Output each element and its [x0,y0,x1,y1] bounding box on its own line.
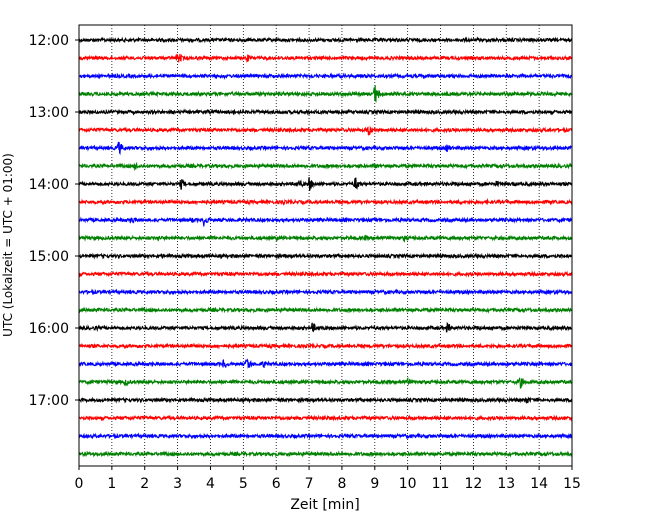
seismic-trace [78,414,573,422]
seismic-trace [78,36,573,44]
y-tick-label: 15:00 [29,249,69,265]
y-tick-label: 13:00 [29,105,69,121]
seismic-trace [78,108,573,116]
seismic-trace [78,177,573,191]
x-tick-label: 2 [140,476,149,492]
seismic-trace [78,270,573,278]
x-tick-label: 7 [305,476,314,492]
x-tick-label: 10 [399,476,417,492]
seismic-trace [78,125,573,137]
x-tick-label: 1 [107,476,116,492]
x-tick-label: 4 [206,476,215,492]
x-tick-label: 3 [173,476,182,492]
x-tick-label: 6 [272,476,281,492]
x-tick-label: 13 [497,476,515,492]
y-tick-label: 14:00 [29,177,69,193]
seismic-trace [78,450,573,458]
x-tick-label: 11 [432,476,450,492]
x-tick-label: 0 [75,476,84,492]
trace-layer [78,36,573,458]
y-axis-label: UTC (Lokalzeit = UTC + 01:00) [1,153,15,337]
x-tick-label: 5 [239,476,248,492]
x-ticks: 0 1 2 3 4 5 6 7 8 9 10 11 12 13 14 15 [75,466,581,492]
plot-frame [78,24,573,467]
seismic-trace [78,141,573,156]
y-tick-label: 12:00 [29,33,69,49]
x-tick-label: 9 [370,476,379,492]
seismic-trace [78,376,573,389]
x-axis-label: Zeit [min] [290,497,359,513]
seismic-trace [78,161,573,172]
seismic-trace [78,216,573,227]
x-tick-label: 8 [337,476,346,492]
seismic-trace [78,234,573,243]
seismic-trace [78,53,573,63]
y-tick-label: 17:00 [29,393,69,409]
seismic-trace [78,72,573,80]
seismic-trace [78,85,573,103]
seismic-trace [78,432,573,440]
y-tick-label: 16:00 [29,321,69,337]
seismic-trace [78,342,573,350]
x-tick-label: 14 [530,476,548,492]
seismic-trace [78,198,573,207]
seismic-trace [78,288,573,296]
seismic-trace [78,306,573,314]
x-tick-label: 12 [464,476,482,492]
seismic-trace [78,396,573,404]
seismic-trace [78,252,573,260]
y-ticks: 12:00 13:00 14:00 15:00 16:00 17:00 [29,33,79,409]
seismic-trace [78,321,573,333]
x-tick-label: 15 [563,476,581,492]
seismic-trace [78,358,573,369]
